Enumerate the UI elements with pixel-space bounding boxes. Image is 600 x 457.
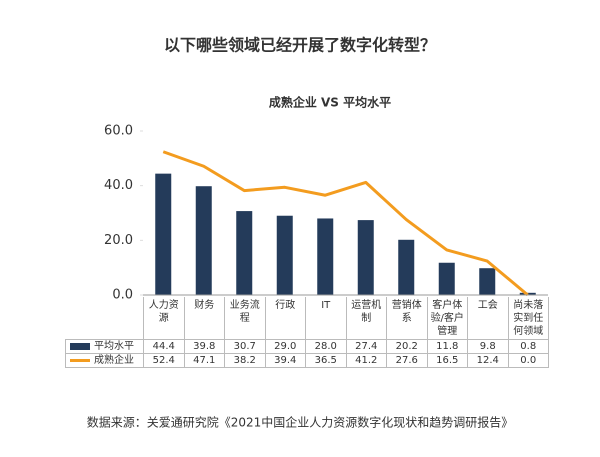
y-tick-label: 0.0 <box>112 288 133 303</box>
x-tick-label: IT <box>305 297 347 340</box>
value-label: 29.0 <box>264 339 306 354</box>
bar <box>317 218 334 295</box>
x-tick-label: 人力资源 <box>143 297 185 340</box>
bar <box>438 262 455 295</box>
value-label: 52.4 <box>143 353 185 368</box>
value-label: 28.0 <box>305 339 347 354</box>
value-label: 12.4 <box>467 353 509 368</box>
legend-swatch <box>70 358 90 362</box>
x-tick-label: 客户体验/客户管理 <box>426 297 468 340</box>
data-table: 人力资源 财务 业务流程 行政 IT 运营机制 营销体系 客户体验/客户管理 工会 尚未落实到任何… <box>65 297 549 368</box>
value-label: 16.5 <box>426 353 468 368</box>
value-label: 11.8 <box>426 339 468 354</box>
legend-entry: 平均水平 <box>65 339 144 354</box>
legend-label: 成熟企业 <box>94 355 134 366</box>
value-label: 38.2 <box>224 353 266 368</box>
chart-subtitle: 成熟企业 VS 平均水平 <box>269 95 391 110</box>
value-label: 27.4 <box>345 339 387 354</box>
bar <box>357 220 374 295</box>
legend-label: 平均水平 <box>94 341 134 352</box>
x-tick-label: 运营机制 <box>345 297 387 340</box>
series-row: 平均水平 44.4 39.8 30.7 29.0 28.0 27.4 20.2 11.8 9.8 0… <box>65 339 549 354</box>
bar <box>398 239 415 295</box>
y-tick-label: 20.0 <box>104 233 133 248</box>
value-label: 36.5 <box>305 353 347 368</box>
bar <box>479 268 496 295</box>
bar <box>276 215 293 295</box>
bar <box>195 186 212 295</box>
value-label: 47.1 <box>183 353 225 368</box>
legend-entry: 成熟企业 <box>65 353 144 368</box>
value-label: 0.8 <box>507 339 549 354</box>
category-row: 人力资源 财务 业务流程 行政 IT 运营机制 营销体系 客户体验/客户管理 工会 尚未落实到任何… <box>66 297 549 340</box>
value-label: 44.4 <box>143 339 185 354</box>
value-label: 27.6 <box>386 353 428 368</box>
source-note: 数据来源：关爱通研究院《2021中国企业人力资源数字化现状和趋势调研报告》 <box>87 415 514 430</box>
bar <box>155 173 172 295</box>
line <box>162 150 529 297</box>
legend-swatch <box>70 342 90 350</box>
x-tick-label: 工会 <box>467 297 509 340</box>
value-label: 41.2 <box>345 353 387 368</box>
value-label: 39.8 <box>183 339 225 354</box>
value-label: 20.2 <box>386 339 428 354</box>
value-label: 39.4 <box>264 353 306 368</box>
x-tick-label: 行政 <box>264 297 306 340</box>
bar <box>236 211 253 295</box>
x-tick-label: 财务 <box>183 297 225 340</box>
value-label: 30.7 <box>224 339 266 354</box>
series-row: 成熟企业 52.4 47.1 38.2 39.4 36.5 41.2 27.6 16.5 12.4… <box>65 353 549 368</box>
y-tick-label: 60.0 <box>104 124 133 139</box>
value-label: 0.0 <box>507 353 549 368</box>
corner <box>66 297 144 340</box>
value-label: 9.8 <box>467 339 509 354</box>
x-tick-label: 尚未落实到任何领域 <box>507 297 549 340</box>
y-tick-label: 40.0 <box>104 178 133 193</box>
x-tick-label: 营销体系 <box>386 297 428 340</box>
chart-title: 以下哪些领域已经开展了数字化转型？ <box>164 36 436 55</box>
x-tick-label: 业务流程 <box>224 297 266 340</box>
